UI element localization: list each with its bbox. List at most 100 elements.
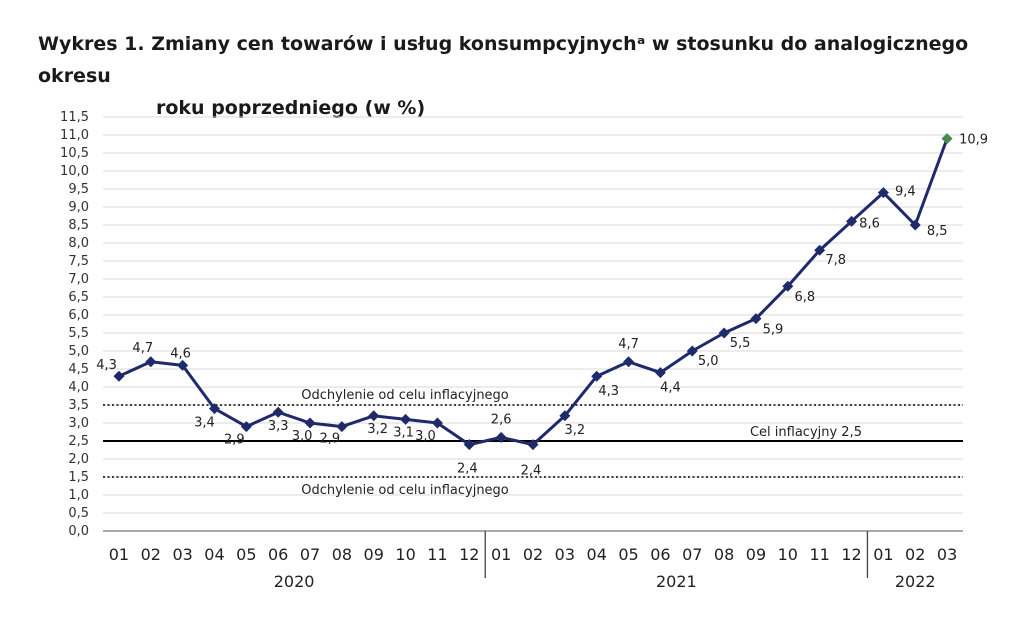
- y-tick-label: 4,5: [68, 362, 89, 377]
- x-tick-label: 04: [587, 545, 607, 564]
- y-tick-label: 10,0: [60, 164, 89, 179]
- y-tick-label: 0,5: [68, 506, 89, 521]
- data-label: 5,0: [698, 354, 719, 369]
- data-point: [718, 327, 730, 339]
- reference-line-label: Odchylenie od celu inflacyjnego: [301, 483, 509, 498]
- y-tick-label: 8,5: [68, 218, 89, 233]
- data-label: 4,3: [96, 358, 117, 373]
- y-tick-label: 1,0: [68, 488, 89, 503]
- y-tick-label: 1,5: [68, 470, 89, 485]
- x-tick-label: 01: [491, 545, 511, 564]
- chart-title: Wykres 1. Zmiany cen towarów i usług kon…: [38, 28, 1018, 124]
- data-point: [750, 313, 762, 325]
- data-label: 3,2: [367, 422, 388, 437]
- y-tick-label: 3,5: [68, 398, 89, 413]
- y-tick-label: 9,0: [68, 200, 89, 215]
- x-tick-label: 12: [841, 545, 861, 564]
- data-point: [654, 367, 666, 379]
- data-label: 8,5: [927, 224, 948, 239]
- x-tick-label: 11: [809, 545, 829, 564]
- reference-line-label: Odchylenie od celu inflacyjnego: [301, 388, 509, 403]
- x-tick-label: 09: [746, 545, 766, 564]
- y-tick-label: 11,5: [60, 110, 89, 125]
- y-tick-label: 8,0: [68, 236, 89, 251]
- x-tick-label: 08: [332, 545, 352, 564]
- data-label: 4,4: [660, 381, 681, 396]
- data-label: 3,0: [292, 429, 313, 444]
- x-tick-label: 02: [523, 545, 543, 564]
- x-tick-label: 10: [778, 545, 798, 564]
- data-label: 3,1: [393, 425, 414, 440]
- year-label: 2022: [895, 572, 936, 591]
- data-label: 2,4: [521, 464, 542, 479]
- data-point: [463, 439, 475, 451]
- x-tick-label: 09: [364, 545, 384, 564]
- data-point-latest: [941, 133, 953, 145]
- x-tick-label: 07: [300, 545, 320, 564]
- data-point: [431, 417, 443, 429]
- data-point: [909, 219, 921, 231]
- x-tick-label: 02: [141, 545, 161, 564]
- data-label: 3,3: [268, 419, 289, 434]
- data-label: 2,9: [224, 433, 245, 448]
- x-tick-label: 06: [650, 545, 670, 564]
- data-label: 9,4: [895, 185, 916, 200]
- data-label: 4,7: [618, 337, 639, 352]
- data-point: [113, 370, 125, 382]
- x-tick-label: 03: [555, 545, 575, 564]
- x-tick-label: 01: [109, 545, 129, 564]
- x-axis: 01 02 03 04 05 06 07 08 09 10 11 12 01 02 03 04 05 06 07 08…: [103, 530, 963, 591]
- y-tick-label: 5,5: [68, 326, 89, 341]
- y-tick-label: 5,0: [68, 344, 89, 359]
- data-label: 6,8: [794, 290, 815, 305]
- x-tick-label: 06: [268, 545, 288, 564]
- y-tick-label: 2,0: [68, 452, 89, 467]
- year-label: 2020: [274, 572, 315, 591]
- y-tick-label: 11,0: [60, 128, 89, 143]
- y-tick-label: 3,0: [68, 416, 89, 431]
- y-tick-label: 4,0: [68, 380, 89, 395]
- data-label: 5,5: [730, 336, 751, 351]
- x-tick-label: 03: [172, 545, 192, 564]
- chart-title-line1: Wykres 1. Zmiany cen towarów i usług kon…: [38, 33, 969, 87]
- data-point: [495, 431, 507, 443]
- y-tick-label: 10,5: [60, 146, 89, 161]
- x-tick-label: 04: [204, 545, 224, 564]
- data-labels: 4,34,7 4,63,42,93,33,0 2,93,2 3,1 3,02,42,62…: [96, 133, 988, 479]
- x-tick-label: 07: [682, 545, 702, 564]
- y-tick-label: 6,0: [68, 308, 89, 323]
- data-point: [272, 406, 284, 418]
- data-point: [591, 370, 603, 382]
- data-label: 4,3: [598, 384, 619, 399]
- data-point: [208, 403, 220, 415]
- x-tick-label: 01: [873, 545, 893, 564]
- data-point: [336, 421, 348, 433]
- y-tick-label: 7,0: [68, 272, 89, 287]
- data-label: 3,2: [565, 423, 586, 438]
- data-label: 10,9: [959, 133, 988, 148]
- data-point: [240, 421, 252, 433]
- x-tick-label: 05: [618, 545, 638, 564]
- x-tick-label: 05: [236, 545, 256, 564]
- y-tick-label: 9,5: [68, 182, 89, 197]
- data-label: 3,0: [415, 429, 436, 444]
- data-point: [177, 359, 189, 371]
- data-point: [814, 244, 826, 256]
- data-label: 4,6: [170, 346, 191, 361]
- y-tick-label: 7,5: [68, 254, 89, 269]
- x-tick-label: 08: [714, 545, 734, 564]
- data-point: [145, 356, 157, 368]
- data-label: 7,8: [825, 253, 846, 268]
- data-point: [368, 410, 380, 422]
- series-layer: [113, 133, 953, 451]
- x-tick-label: 03: [937, 545, 957, 564]
- data-point: [527, 439, 539, 451]
- data-point: [304, 417, 316, 429]
- data-label: 8,6: [859, 216, 880, 231]
- data-point: [559, 410, 571, 422]
- data-label: 2,6: [491, 412, 512, 427]
- y-tick-label: 0,0: [68, 524, 89, 539]
- data-point: [686, 345, 698, 357]
- x-tick-label: 12: [459, 545, 479, 564]
- data-point: [846, 215, 858, 227]
